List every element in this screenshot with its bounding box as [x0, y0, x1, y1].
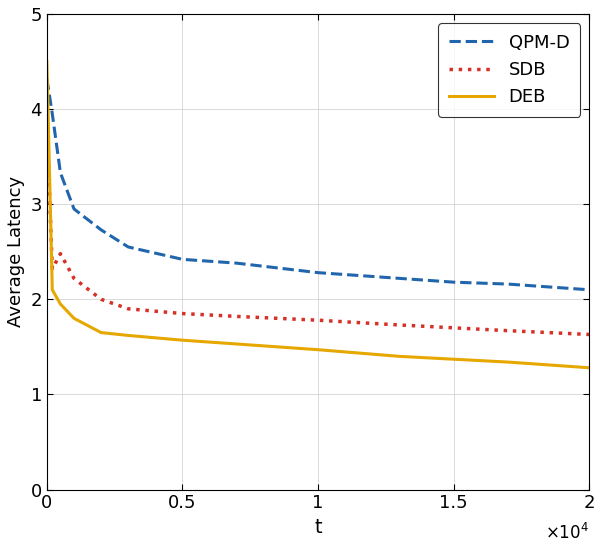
Text: $\times10^{4}$: $\times10^{4}$	[545, 523, 589, 543]
SDB	[49, 265, 56, 272]
DEB	[233, 341, 240, 347]
SDB	[314, 317, 321, 323]
SDB	[233, 313, 240, 320]
DEB	[504, 359, 512, 365]
SDB	[125, 306, 132, 312]
SDB	[179, 310, 186, 317]
SDB	[504, 328, 512, 334]
QPM-D	[504, 281, 512, 287]
DEB	[450, 356, 458, 363]
DEB	[49, 287, 56, 293]
SDB	[586, 331, 593, 338]
QPM-D	[586, 287, 593, 293]
QPM-D	[233, 260, 240, 266]
DEB	[396, 353, 403, 360]
QPM-D	[125, 244, 132, 250]
QPM-D	[70, 206, 78, 212]
Line: DEB: DEB	[47, 62, 589, 368]
QPM-D	[314, 269, 321, 276]
SDB	[98, 296, 105, 302]
QPM-D	[98, 227, 105, 233]
Legend: QPM-D, SDB, DEB: QPM-D, SDB, DEB	[438, 23, 580, 117]
Line: SDB: SDB	[47, 118, 589, 335]
Line: QPM-D: QPM-D	[47, 79, 589, 290]
DEB	[57, 301, 64, 307]
DEB	[98, 329, 105, 336]
QPM-D	[49, 110, 56, 117]
SDB	[43, 115, 51, 122]
SDB	[57, 251, 64, 257]
DEB	[586, 365, 593, 371]
QPM-D	[450, 279, 458, 286]
SDB	[450, 324, 458, 331]
DEB	[125, 332, 132, 339]
QPM-D	[43, 75, 51, 82]
DEB	[43, 58, 51, 65]
DEB	[179, 337, 186, 343]
Y-axis label: Average Latency: Average Latency	[7, 176, 25, 327]
X-axis label: t: t	[314, 518, 322, 537]
SDB	[70, 275, 78, 282]
SDB	[396, 322, 403, 328]
QPM-D	[396, 275, 403, 282]
QPM-D	[57, 169, 64, 176]
DEB	[70, 315, 78, 322]
DEB	[314, 346, 321, 353]
QPM-D	[179, 256, 186, 263]
